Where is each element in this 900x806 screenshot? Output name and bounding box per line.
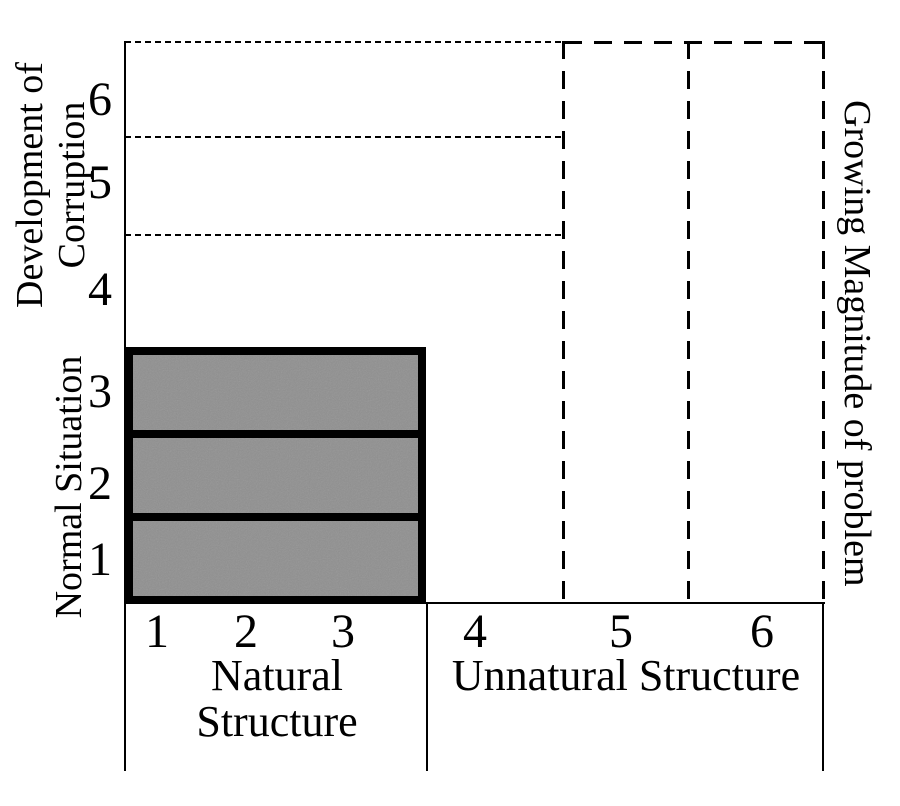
natural-structure-line-1: Natural [211, 651, 343, 700]
y-axis-line [124, 41, 126, 603]
x-tick-5: 5 [609, 605, 633, 658]
shaded-bar-level-2 [133, 430, 418, 513]
x-section-label-natural-structure: Natural Structure [127, 653, 427, 745]
x-tick-4: 4 [463, 605, 487, 658]
right-axis-label-growing-magnitude: Growing Magnitude of problem [836, 100, 878, 587]
dotted-boundary-y5-y6 [125, 136, 564, 138]
y-tick-4: 4 [88, 263, 112, 316]
x-tick-3: 3 [331, 605, 355, 658]
dotted-boundary-y4-y5 [125, 234, 564, 236]
y-tick-1: 1 [88, 533, 112, 586]
x-section-label-unnatural-structure: Unnatural Structure [451, 651, 801, 700]
y-tick-5: 5 [88, 156, 112, 209]
shaded-region [125, 347, 426, 604]
y-tick-3: 3 [88, 365, 112, 418]
dashed-boundary-x4-x5 [562, 41, 565, 603]
dashed-boundary-x6-right [822, 41, 825, 603]
section-divider-middle [426, 603, 428, 771]
x-tick-6: 6 [750, 605, 774, 658]
shaded-bars [133, 355, 418, 596]
x-tick-2: 2 [234, 605, 258, 658]
grain-texture [133, 355, 418, 596]
dashed-boundary-x5-x6 [687, 41, 690, 603]
y-tick-6: 6 [88, 73, 112, 126]
section-divider-left [124, 603, 126, 771]
natural-structure-line-2: Structure [196, 697, 358, 746]
shaded-bar-level-3 [133, 355, 418, 430]
shaded-bar-level-1 [133, 513, 418, 596]
section-divider-right [822, 603, 824, 771]
dashed-boundary-top-right [564, 41, 825, 44]
y-tick-2: 2 [88, 457, 112, 510]
x-axis-line [124, 602, 825, 604]
dotted-boundary-y6-top [125, 41, 564, 43]
x-tick-1: 1 [145, 605, 169, 658]
